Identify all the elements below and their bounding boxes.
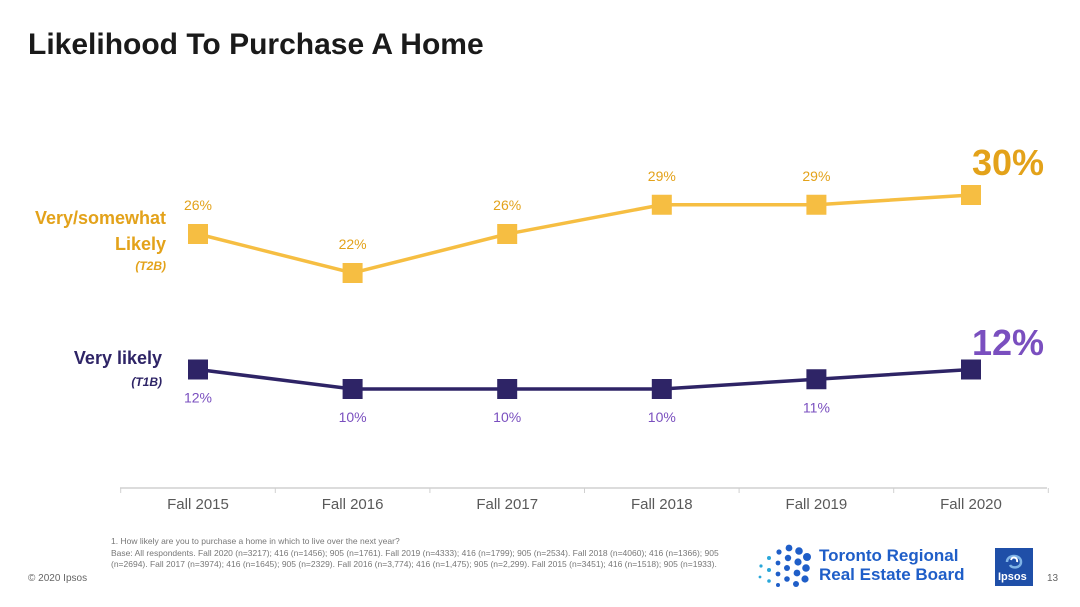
x-tick-label: Fall 2017 [476,496,538,513]
t2b-highlight-value: 30% [972,142,1045,183]
trreb-logo-line1: Toronto Regional [819,546,959,565]
x-tick-label: Fall 2020 [940,496,1002,513]
ipsos-logo-text: Ipsos [998,571,1027,583]
series-1-marker [651,194,672,215]
series-1-data-label: 22% [339,236,367,252]
series-1-data-label: 26% [493,197,521,213]
line-chart: Fall 2015 Fall 2016 Fall 2017 Fall 2018 Fall… [120,168,1049,513]
series-1-data-label: 26% [184,197,212,213]
series-1-marker [342,263,363,283]
x-tick-label: Fall 2018 [631,496,693,513]
x-tick-label: Fall 2015 [167,496,229,513]
series-2-data-label: 10% [339,409,367,425]
series-2-marker [497,379,518,399]
trreb-logo-line2: Real Estate Board [819,565,965,584]
series-1-marker [806,194,827,215]
t1b-label-line1: Very likely [73,348,162,368]
series-1-marker [497,224,518,244]
series-2-data-label: 10% [493,409,521,425]
ipsos-logo: Ipsos [995,548,1033,586]
page-number: 13 [1047,573,1059,584]
footnote: 1. How likely are you to purchase a home… [111,536,751,571]
series-1-marker [961,185,981,205]
series-1-data-label: 29% [802,168,830,184]
series-2-marker [651,379,672,399]
series-1-marker [188,224,208,244]
footnote-question: 1. How likely are you to purchase a home… [111,536,400,546]
copyright: © 2020 Ipsos [28,573,88,584]
x-tick-label: Fall 2016 [322,496,384,513]
trreb-logo: Toronto Regional Real Estate Board [755,544,980,590]
series-2-marker [961,359,981,380]
t1b-highlight-value: 12% [972,322,1045,363]
series-2-marker [342,379,363,399]
trreb-dots-icon [758,544,811,587]
page-title: Likelihood To Purchase A Home [28,28,484,61]
series-2-data-label: 10% [648,409,676,425]
t1b-series-label: Very likely (T1B) [10,345,162,391]
x-tick-label: Fall 2019 [786,496,848,513]
t2b-label-line1: Very/somewhat [34,208,166,228]
series-2-data-label: 12% [184,390,212,406]
series-line-2 [197,367,972,391]
series-line-1 [197,193,972,275]
series-1-data-label: 29% [648,168,676,184]
series-2-marker [188,359,208,380]
ipsos-swirl-icon [1005,554,1023,569]
t2b-label-line3: (T2B) [135,259,166,273]
t2b-label-line2: Likely [114,234,166,254]
t2b-series-label: Very/somewhat Likely (T2B) [10,205,166,275]
series-2-data-label: 11% [803,399,830,415]
series-2-marker [806,369,827,390]
footnote-base: Base: All respondents. Fall 2020 (n=3217… [111,547,719,570]
trreb-logo-text: Toronto Regional Real Estate Board [819,546,965,584]
t1b-label-line2: (T1B) [131,375,162,389]
